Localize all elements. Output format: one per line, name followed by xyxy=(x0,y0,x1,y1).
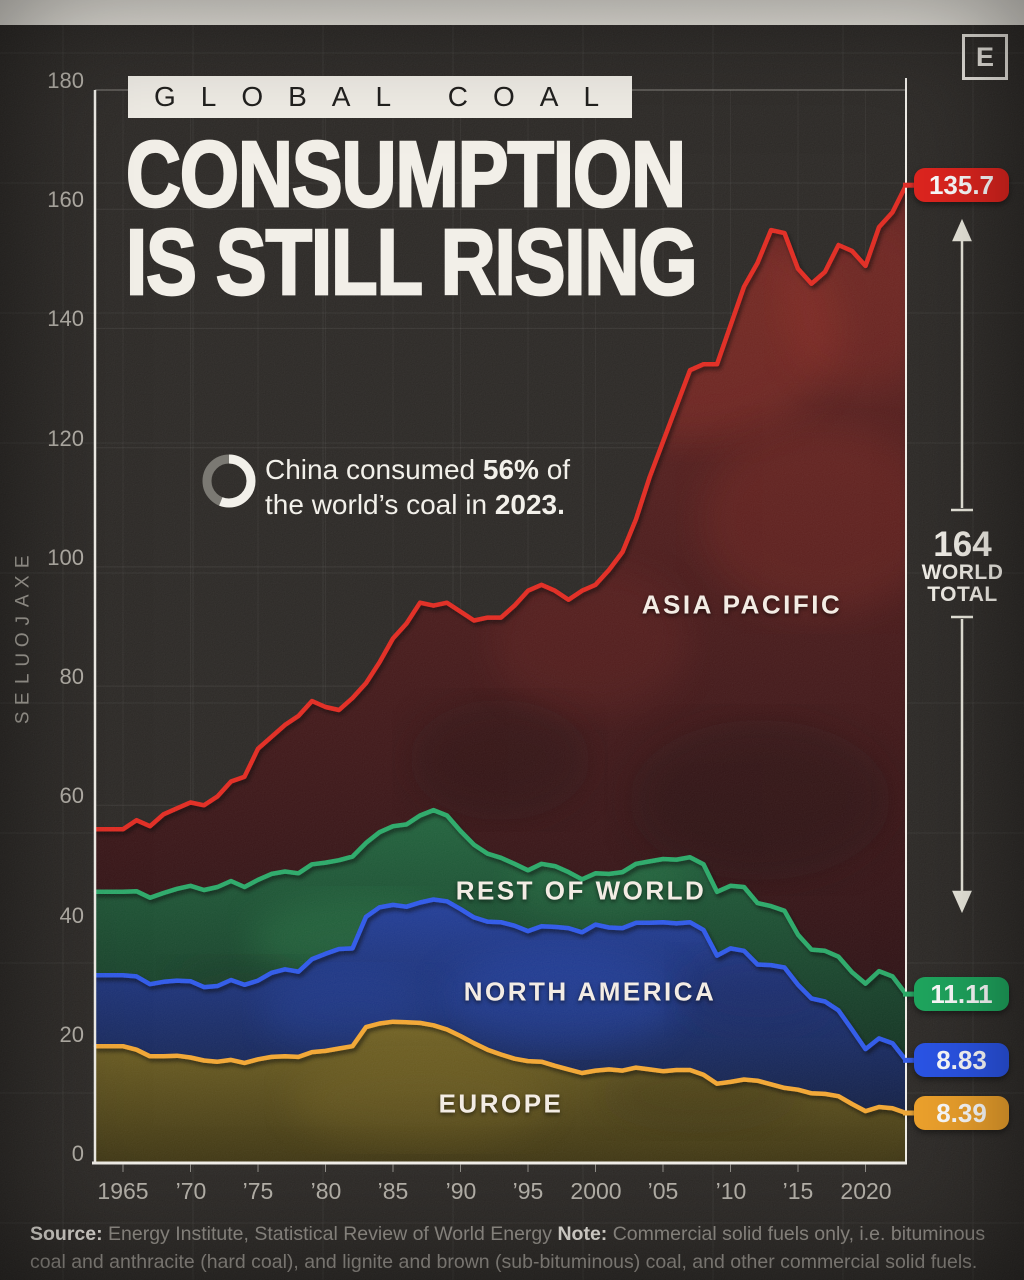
x-tick-label-1985: ’85 xyxy=(377,1178,409,1204)
china-annotation: China consumed 56% of the world’s coal i… xyxy=(265,452,570,522)
x-tick-label-1995: ’95 xyxy=(512,1178,544,1204)
value-badge-europe: 8.39 xyxy=(914,1096,1009,1130)
donut-chart-icon xyxy=(202,454,256,508)
y-tick-label-40: 40 xyxy=(59,903,84,928)
y-tick-label-140: 140 xyxy=(47,306,84,331)
value-badge-north-america: 8.83 xyxy=(914,1043,1009,1077)
y-tick-label-120: 120 xyxy=(47,426,84,451)
value-badge-asia-pacific: 135.7 xyxy=(914,168,1009,202)
annotation-line2: the world’s coal in 2023. xyxy=(265,489,565,520)
source-note: Source: Energy Institute, Statistical Re… xyxy=(30,1223,986,1273)
x-tick-label-2005: ’05 xyxy=(647,1178,679,1204)
page-title-line2: IS STILL RISING xyxy=(125,210,699,316)
x-tick-label-1990: ’90 xyxy=(445,1178,477,1204)
world-total-annotation: 164 WORLD TOTAL xyxy=(915,527,1010,606)
x-tick-label-1970: ’70 xyxy=(175,1178,207,1204)
y-tick-label-160: 160 xyxy=(47,187,84,212)
y-tick-label-0: 0 xyxy=(71,1141,84,1166)
x-tick-label-2015: ’15 xyxy=(782,1178,814,1204)
x-tick-label-2000: 2000 xyxy=(570,1178,622,1204)
annotation-line1: China consumed 56% of xyxy=(265,454,571,485)
world-total-value: 164 xyxy=(933,525,992,564)
y-tick-label-100: 100 xyxy=(47,545,84,570)
page-title-line1: CONSUMPTION xyxy=(125,122,687,228)
series-label-north-america: NORTH AMERICA xyxy=(463,976,717,1007)
series-label-rest-of-world: REST OF WORLD xyxy=(455,875,707,906)
kicker-title: GLOBAL COAL xyxy=(128,76,633,118)
x-tick-label-1975: ’75 xyxy=(242,1178,274,1204)
x-tick-label-2020: 2020 xyxy=(840,1178,892,1204)
series-label-asia-pacific: ASIA PACIFIC xyxy=(641,589,843,620)
y-tick-label-180: 180 xyxy=(47,68,84,93)
y-tick-label-60: 60 xyxy=(59,783,84,808)
world-total-word1: WORLD xyxy=(921,561,1004,584)
x-tick-label-2010: ’10 xyxy=(715,1178,747,1204)
y-tick-label-80: 80 xyxy=(59,664,84,689)
value-badge-rest-of-world: 11.11 xyxy=(914,977,1009,1011)
publisher-logo: E xyxy=(962,34,1008,80)
x-tick-label-1965: 1965 xyxy=(97,1178,149,1204)
series-label-europe: EUROPE xyxy=(438,1088,564,1119)
y-tick-label-20: 20 xyxy=(59,1022,84,1047)
world-total-word2: TOTAL xyxy=(927,583,998,606)
x-tick-label-1980: ’80 xyxy=(310,1178,342,1204)
